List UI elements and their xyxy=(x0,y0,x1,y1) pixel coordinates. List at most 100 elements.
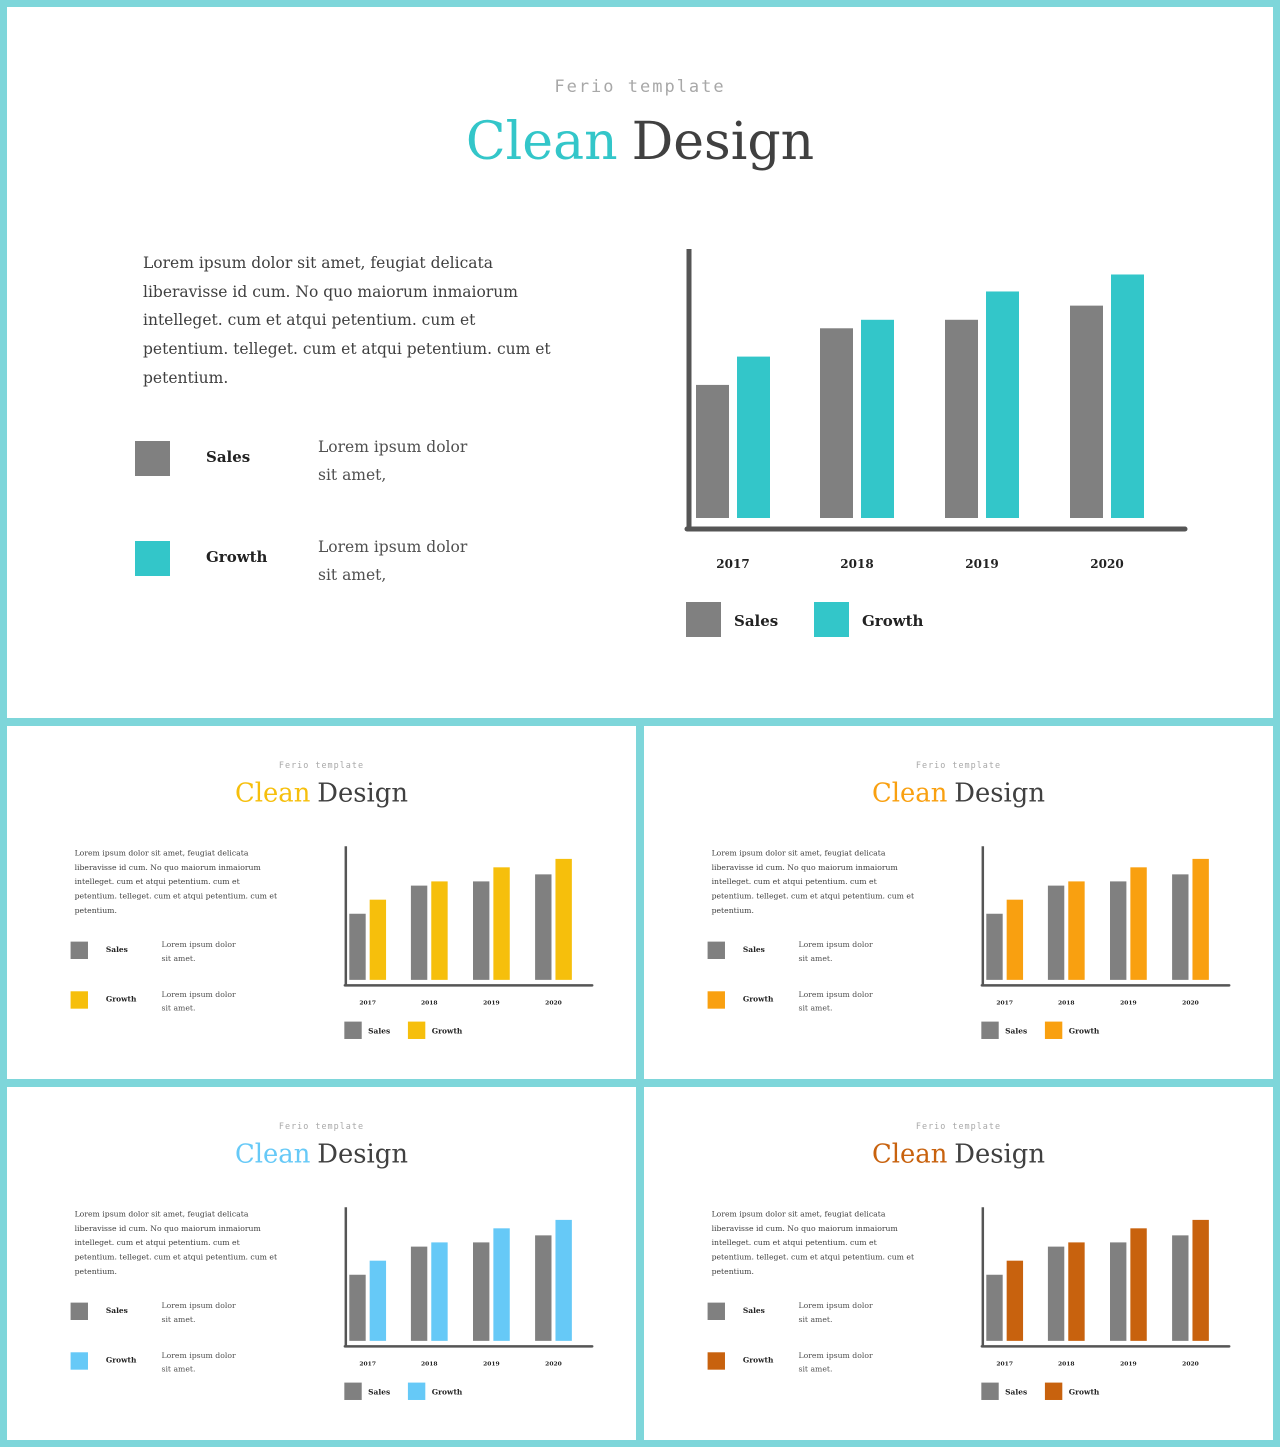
x-tick-label-2018: 2018 xyxy=(1058,1000,1075,1007)
legend-desc-line1: Lorem ipsum dolor xyxy=(798,940,873,950)
legend-desc-line2: sit amet, xyxy=(318,466,387,484)
growth-swatch xyxy=(135,541,170,576)
x-tick-label-2020: 2020 xyxy=(545,1000,562,1007)
legend-desc-line1: Lorem ipsum dolor xyxy=(318,438,468,456)
chart-legend-label-growth: Growth xyxy=(1068,1387,1100,1397)
chart-legend: Sales Growth xyxy=(686,602,986,638)
legend-row-growth: Growth Lorem ipsum dolor sit amet. xyxy=(707,1348,907,1378)
legend-row-growth: Growth Lorem ipsum dolor sit amet. xyxy=(707,987,907,1017)
slide-thumbnail-blue[interactable]: Ferio template Clean Design Lorem ipsum d… xyxy=(7,1087,636,1440)
legend-desc-sales: Lorem ipsum dolor sit amet. xyxy=(162,1299,261,1327)
bar-chart: 2017 2018 2019 2020 xyxy=(980,1207,1231,1368)
chart-legend-swatch-growth xyxy=(814,602,849,637)
x-tick-label-2017: 2017 xyxy=(996,1361,1013,1368)
x-tick-label-2019: 2019 xyxy=(1120,1361,1137,1368)
title-rest-word: Design xyxy=(954,1139,1045,1169)
legend-label-growth: Growth xyxy=(105,994,137,1004)
body-paragraph: Lorem ipsum dolor sit amet, feugiat deli… xyxy=(143,254,551,387)
chart-legend-label-sales: Sales xyxy=(368,1026,391,1036)
legend-label-growth: Growth xyxy=(206,548,268,566)
title-accent-word: Clean xyxy=(234,1139,311,1169)
chart-legend: Sales Growth xyxy=(981,1021,1130,1040)
bar-chart: 2017 2018 2019 2020 xyxy=(684,249,1188,571)
bar-growth-2018 xyxy=(1068,881,1085,980)
x-tick-label-2020: 2020 xyxy=(1090,557,1123,571)
chart-legend-swatch-sales xyxy=(344,1382,362,1400)
legend-desc-line2: sit amet. xyxy=(798,954,833,963)
bar-growth-2019 xyxy=(1130,1228,1147,1341)
chart-legend-label-sales: Sales xyxy=(1005,1026,1028,1036)
legend-desc-line2: sit amet, xyxy=(318,566,387,584)
x-tick-label-2017: 2017 xyxy=(996,1000,1013,1007)
body-paragraph: Lorem ipsum dolor sit amet, feugiat deli… xyxy=(74,1209,278,1276)
bar-growth-2017 xyxy=(369,1260,387,1341)
chart-legend-label-sales: Sales xyxy=(1005,1387,1028,1397)
slide-title: Clean Design xyxy=(7,1138,636,1170)
title-rest-word: Design xyxy=(954,778,1045,808)
slide-thumbnail-yellow[interactable]: Ferio template Clean Design Lorem ipsum d… xyxy=(7,726,636,1079)
title-rest-word: Design xyxy=(317,1139,408,1169)
sales-swatch xyxy=(135,441,170,476)
slide-main[interactable]: Ferio template Clean Design Lorem ipsum d… xyxy=(7,7,1273,718)
bar-sales-2019 xyxy=(1109,1242,1127,1341)
legend-desc-line2: sit amet. xyxy=(161,1364,196,1374)
x-tick-label-2019: 2019 xyxy=(965,557,998,571)
legend-label-sales: Sales xyxy=(105,945,128,955)
legend-desc-line1: Lorem ipsum dolor xyxy=(161,1350,236,1360)
bar-sales-2018 xyxy=(1047,885,1065,980)
chart-legend-swatch-growth xyxy=(407,1382,426,1400)
x-tick-label-2018: 2018 xyxy=(840,557,873,571)
title-rest-word: Design xyxy=(631,112,815,172)
body-paragraph: Lorem ipsum dolor sit amet, feugiat deli… xyxy=(711,1209,915,1276)
bar-sales-2020 xyxy=(1070,305,1103,518)
bar-growth-2020 xyxy=(555,1219,572,1341)
legend-desc-line1: Lorem ipsum dolor xyxy=(798,1301,873,1311)
title-accent-word: Clean xyxy=(465,112,618,172)
x-tick-label-2020: 2020 xyxy=(1182,1000,1199,1007)
title-accent-word: Clean xyxy=(871,1139,948,1169)
bar-growth-2020 xyxy=(1192,858,1209,980)
slide-title: Clean Design xyxy=(7,110,1273,174)
chart-legend: Sales Growth xyxy=(344,1021,493,1040)
legend-label-sales: Sales xyxy=(742,945,765,955)
chart-legend-label-growth: Growth xyxy=(1068,1026,1100,1036)
legend-label-sales: Sales xyxy=(206,448,251,466)
bar-sales-2020 xyxy=(535,874,552,980)
legend-desc-growth: Lorem ipsum dolor sit amet. xyxy=(162,1348,261,1376)
x-tick-label-2019: 2019 xyxy=(1120,1000,1137,1007)
bar-growth-2019 xyxy=(986,291,1019,518)
slide-subtitle: Ferio template xyxy=(915,1121,1002,1132)
legend-desc-line2: sit amet. xyxy=(798,1315,833,1324)
bar-growth-2018 xyxy=(431,881,448,980)
bar-sales-2018 xyxy=(410,885,428,980)
legend-row-sales: Sales Lorem ipsum dolor sit amet. xyxy=(707,938,907,968)
bar-sales-2020 xyxy=(1172,874,1189,980)
bar-sales-2019 xyxy=(472,881,490,980)
bar-sales-2017 xyxy=(349,1274,366,1341)
x-tick-label-2020: 2020 xyxy=(545,1361,562,1368)
legend-label-sales: Sales xyxy=(105,1306,128,1316)
slide-title: Clean Design xyxy=(644,1138,1273,1170)
legend-row-growth: Growth Lorem ipsum dolor sit amet. xyxy=(70,987,270,1017)
bar-sales-2018 xyxy=(410,1246,428,1341)
legend-row-growth: Growth Lorem ipsum dolor sit amet. xyxy=(70,1348,270,1378)
legend-label-sales: Sales xyxy=(742,1306,765,1316)
bar-growth-2020 xyxy=(1111,274,1144,518)
sales-swatch xyxy=(70,1302,88,1320)
chart-legend-label-growth: Growth xyxy=(431,1387,463,1397)
slide-thumbnail-brown[interactable]: Ferio template Clean Design Lorem ipsum d… xyxy=(644,1087,1273,1440)
x-tick-label-2018: 2018 xyxy=(1058,1361,1075,1368)
chart-legend: Sales Growth xyxy=(981,1382,1130,1401)
legend-desc-line1: Lorem ipsum dolor xyxy=(318,538,468,556)
x-tick-label-2019: 2019 xyxy=(483,1361,500,1368)
legend-desc-line1: Lorem ipsum dolor xyxy=(798,1350,873,1360)
bar-sales-2017 xyxy=(986,1274,1003,1341)
slide-thumbnail-orange[interactable]: Ferio template Clean Design Lorem ipsum d… xyxy=(644,726,1273,1079)
chart-legend-swatch-sales xyxy=(344,1021,362,1039)
chart-legend-swatch-sales xyxy=(981,1021,999,1039)
bar-sales-2020 xyxy=(535,1235,552,1341)
legend-desc-line2: sit amet. xyxy=(798,1003,833,1013)
legend-desc-sales: Lorem ipsum dolor sit amet. xyxy=(162,938,261,966)
slide-subtitle: Ferio template xyxy=(278,760,365,771)
bar-growth-2017 xyxy=(369,899,387,980)
